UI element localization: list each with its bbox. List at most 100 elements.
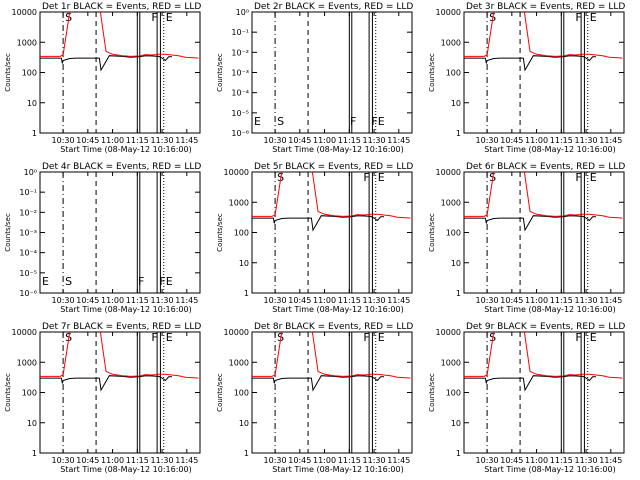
y-axis-label: Counts/sec (4, 213, 12, 252)
panel-title: Det 6r BLACK = Events, RED = LLD (466, 162, 625, 172)
y-tick-label: 10000 (224, 328, 249, 337)
x-axis-label: Start Time (08-May-12 10:16:00) (484, 145, 615, 154)
flag-label: E (378, 171, 385, 184)
panel-title: Det 9r BLACK = Events, RED = LLD (466, 322, 625, 332)
plot-frame (39, 171, 201, 294)
x-tick-label: 11:45 (599, 456, 622, 465)
flag-label: F (138, 275, 144, 288)
x-tick-label: 11:15 (338, 136, 361, 145)
y-tick-label: 10 (451, 259, 461, 268)
y-tick-label: 10 (451, 419, 461, 428)
y-tick-label: 1 (32, 129, 37, 138)
series-line-events (464, 375, 596, 392)
x-tick-label: 11:15 (550, 296, 573, 305)
plot-frame (251, 11, 413, 134)
flag-label: E (590, 171, 597, 184)
x-tick-label: 11:45 (175, 296, 198, 305)
y-tick-label: 100 (22, 389, 37, 398)
series-line-events (252, 215, 384, 232)
flag-label: F (575, 331, 581, 344)
flag-label: F (363, 331, 369, 344)
y-axis-label: Counts/sec (428, 53, 436, 92)
panel-title: Det 7r BLACK = Events, RED = LLD (42, 322, 201, 332)
x-tick-label: 11:15 (338, 456, 361, 465)
y-tick-label: 10⁻⁵ (231, 109, 249, 118)
flag-label: E (166, 11, 173, 24)
y-axis-label: Counts/sec (216, 373, 224, 412)
x-tick-label: 10:30 (52, 136, 75, 145)
x-tick-label: 11:00 (525, 136, 548, 145)
panel-det-8: Det 8r BLACK = Events, RED = LLD 10:30 10:… (216, 322, 413, 474)
y-tick-label: 100 (446, 389, 461, 398)
panel-det-4: Det 4r BLACK = Events, RED = LLD 10:30 10:… (4, 162, 201, 314)
panel-det-2: Det 2r BLACK = Events, RED = LLD 10:30 10:… (216, 2, 413, 154)
y-axis-label: Counts/sec (428, 373, 436, 412)
x-tick-label: 10:45 (288, 136, 311, 145)
series-line-events (464, 55, 596, 72)
y-tick-label: 10⁻⁴ (19, 249, 37, 258)
y-tick-label: 10⁻⁵ (19, 269, 37, 278)
x-axis-label: Start Time (08-May-12 10:16:00) (60, 305, 191, 314)
plot-area: E S F FE (42, 172, 173, 293)
x-tick-label: 11:15 (126, 296, 149, 305)
x-tick-label: 10:45 (500, 296, 523, 305)
y-tick-label: 1000 (17, 38, 37, 47)
y-axis-label: Counts/sec (4, 373, 12, 412)
y-tick-label: 10⁻⁶ (231, 129, 249, 138)
y-axis-label: Counts/sec (216, 213, 224, 252)
y-tick-label: 100 (234, 229, 249, 238)
x-tick-label: 11:00 (101, 456, 124, 465)
y-tick-label: 10⁻⁶ (19, 289, 37, 298)
panel-det-7: Det 7r BLACK = Events, RED = LLD 10:30 10:… (4, 322, 201, 474)
y-tick-label: 1 (456, 129, 461, 138)
x-tick-label: 11:00 (525, 456, 548, 465)
x-axis-label: Start Time (08-May-12 10:16:00) (60, 465, 191, 474)
series-line-lld (464, 172, 623, 219)
y-tick-label: 10⁻³ (19, 229, 37, 238)
flag-label: E (378, 331, 385, 344)
x-tick-label: 10:45 (76, 296, 99, 305)
y-tick-label: 10⁻¹ (231, 28, 249, 37)
y-tick-label: 10000 (436, 328, 461, 337)
y-axis-label: Counts/sec (216, 53, 224, 92)
y-tick-label: 1 (32, 449, 37, 458)
flag-label: F (575, 171, 581, 184)
x-axis-label: Start Time (08-May-12 10:16:00) (60, 145, 191, 154)
panel-det-1: Det 1r BLACK = Events, RED = LLD 10:30 10:… (4, 2, 201, 154)
x-tick-label: 10:45 (500, 456, 523, 465)
y-tick-label: 1000 (441, 198, 461, 207)
x-tick-label: 11:15 (338, 296, 361, 305)
x-tick-label: 11:00 (313, 456, 336, 465)
flag-label: FE (371, 115, 384, 128)
x-tick-label: 11:15 (550, 136, 573, 145)
y-tick-label: 100 (446, 69, 461, 78)
x-tick-label: 11:30 (363, 456, 386, 465)
x-tick-label: 10:30 (52, 456, 75, 465)
x-axis-label: Start Time (08-May-12 10:16:00) (484, 465, 615, 474)
y-tick-label: 1 (456, 289, 461, 298)
x-tick-label: 11:45 (387, 136, 410, 145)
y-tick-label: 10 (27, 99, 37, 108)
flag-label: E (166, 331, 173, 344)
y-tick-label: 1000 (17, 358, 37, 367)
x-tick-label: 11:45 (175, 136, 198, 145)
y-tick-label: 10 (451, 99, 461, 108)
panel-det-3: Det 3r BLACK = Events, RED = LLD 10:30 10:… (428, 2, 625, 154)
plot-frame (39, 11, 201, 134)
panel-det-9: Det 9r BLACK = Events, RED = LLD 10:30 10:… (428, 322, 625, 474)
x-tick-label: 11:00 (101, 296, 124, 305)
panel-det-5: Det 5r BLACK = Events, RED = LLD 10:30 10:… (216, 162, 413, 314)
y-tick-label: 10⁻² (231, 48, 249, 57)
flag-label: S (277, 115, 284, 128)
flag-label: F (363, 171, 369, 184)
plot-area: E S F FE (254, 12, 385, 133)
x-tick-label: 11:15 (126, 136, 149, 145)
